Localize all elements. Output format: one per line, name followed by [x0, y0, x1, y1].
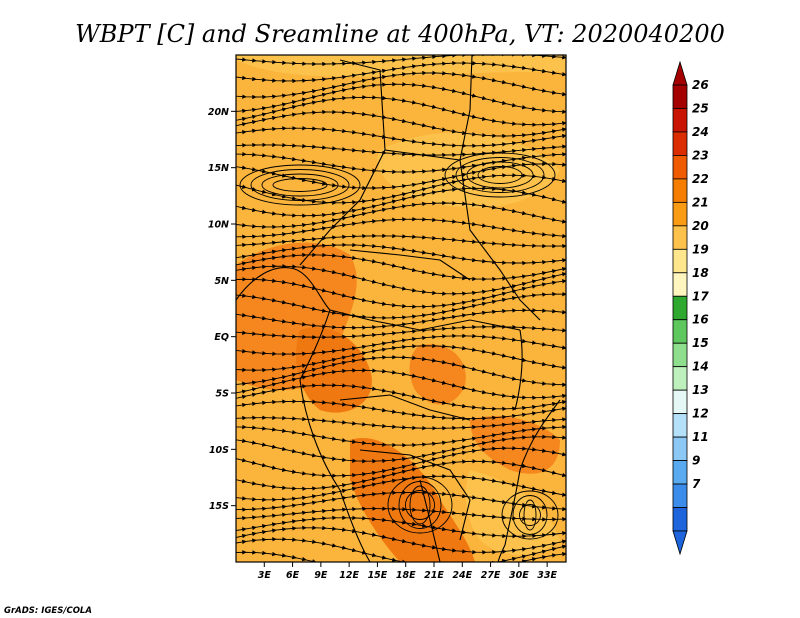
- circulation-loop: [250, 169, 350, 201]
- lat-tick-label: 15S: [209, 501, 229, 512]
- lon-tick-label: 15E: [368, 570, 388, 581]
- border-south: [359, 449, 471, 541]
- colorbar-swatch: [672, 272, 688, 297]
- colorbar-swatch: [672, 319, 688, 344]
- border-east-sahel: [459, 159, 541, 321]
- lon-tick-label: 30E: [509, 570, 529, 581]
- border-central-2: [329, 309, 521, 331]
- colorbar-label: 17: [692, 289, 709, 303]
- west-coastline: [236, 267, 371, 562]
- colorbar-label: 12: [692, 407, 709, 421]
- lat-tick-label: 20N: [208, 107, 229, 118]
- border-south-2: [419, 479, 441, 562]
- colorbar-label: 23: [692, 148, 709, 162]
- east-coastline: [497, 399, 561, 562]
- map-frame: [235, 54, 567, 563]
- colorbar-label: 25: [692, 101, 709, 115]
- colorbar-swatch: [672, 342, 688, 368]
- colorbar-label: 19: [692, 242, 709, 256]
- circulation-loop: [466, 161, 534, 189]
- colorbar-swatch: [672, 295, 688, 321]
- lon-tick-label: 21E: [424, 570, 444, 581]
- colorbar-label: 11: [692, 430, 709, 444]
- lon-tick-label: 9E: [314, 570, 328, 581]
- colorbar-swatch: [672, 248, 688, 274]
- circulation-loop: [409, 485, 431, 525]
- streamline: [236, 399, 566, 421]
- lat-tick-label: 5N: [214, 276, 229, 287]
- lat-tick-label: 15N: [208, 163, 229, 174]
- colorbar-swatch: [672, 366, 688, 391]
- colorbar-swatch: [672, 201, 688, 227]
- streamlines: [236, 55, 566, 562]
- lat-tick-label: 10S: [209, 445, 229, 456]
- colorbar-swatch: [672, 84, 688, 109]
- lon-tick-label: 6E: [286, 570, 300, 581]
- colorbar-label: 7: [692, 477, 701, 491]
- circulation-loop: [501, 490, 559, 540]
- lat-tick-label: 5S: [216, 389, 230, 400]
- colorbar-label: 24: [692, 125, 709, 139]
- colorbar-label: 22: [692, 172, 709, 186]
- circulation-loop: [405, 490, 435, 520]
- border-central-1: [349, 249, 471, 281]
- lon-tick-label: 18E: [396, 570, 416, 581]
- colorbar-label: 14: [692, 360, 709, 374]
- map-panel: 20N 15N 10N 5N EQ 5S 10S 15S 3E 6E 9E 12E 15E 18E 21E…: [208, 54, 567, 581]
- colorbar-label: 15: [692, 336, 709, 350]
- chart-title: WBPT [C] and Sreamline at 400hPa, VT: 20…: [75, 20, 725, 48]
- circulation-loop: [523, 499, 537, 531]
- streamline: [236, 550, 566, 562]
- colorbar-bottom-arrow: [672, 530, 688, 556]
- border-west-sahel: [299, 149, 386, 266]
- lat-tick-label: 10N: [208, 220, 229, 231]
- colorbar-label: 13: [692, 383, 709, 397]
- circulation-loop: [272, 178, 328, 192]
- lon-tick-label: 12E: [339, 570, 359, 581]
- colorbar-swatch: [672, 155, 688, 180]
- colorbar-swatch: [672, 108, 688, 133]
- lon-tick-label: 3E: [258, 570, 272, 581]
- colorbar-swatch: [672, 507, 688, 532]
- colorbar: 26 25 24 23 22 21 20 19 18 17 16 15 14 13 12 11 9 7: [672, 60, 709, 556]
- border-north: [339, 55, 473, 161]
- colorbar-swatch: [672, 483, 688, 508]
- colorbar-label: 21: [692, 195, 709, 209]
- border-central-3: [339, 394, 471, 421]
- lon-tick-label: 24E: [452, 570, 472, 581]
- colorbar-label: 20: [692, 219, 709, 233]
- colorbar-label: 16: [692, 313, 709, 327]
- circulation-loop: [261, 173, 339, 197]
- map-field: [236, 55, 566, 562]
- circulation-loop: [477, 166, 523, 184]
- circulation-loop: [519, 504, 541, 526]
- colorbar-label: 18: [692, 266, 709, 280]
- colorbar-swatch: [672, 436, 688, 461]
- lon-tick-label: 27E: [481, 570, 501, 581]
- lat-tick-label: EQ: [214, 332, 229, 343]
- lake-outline: [514, 329, 523, 411]
- colorbar-swatch: [672, 389, 688, 415]
- coastlines-and-borders: [236, 55, 561, 562]
- latitude-axis: 20N 15N 10N 5N EQ 5S 10S 15S: [208, 107, 236, 512]
- circulation-loop: [512, 495, 548, 535]
- longitude-axis: 3E 6E 9E 12E 15E 18E 21E 24E 27E 30E 33E: [258, 562, 558, 581]
- colorbar-swatch: [672, 413, 688, 438]
- colorbar-swatch: [672, 131, 688, 156]
- colorbar-swatch: [672, 460, 688, 485]
- circulation-loop: [444, 152, 556, 198]
- circulation-loop: [387, 476, 453, 534]
- colorbar-swatch: [672, 225, 688, 250]
- circulation-loop: [455, 157, 545, 193]
- colorbar-label: 9: [692, 454, 700, 468]
- circulation-loop: [239, 164, 361, 206]
- credit-label: GrADS: IGES/COLA: [4, 606, 92, 616]
- colorbar-swatch: [672, 178, 688, 203]
- lon-tick-label: 33E: [537, 570, 557, 581]
- colorbar-top-arrow: [672, 60, 688, 86]
- colorbar-label: 26: [692, 78, 709, 92]
